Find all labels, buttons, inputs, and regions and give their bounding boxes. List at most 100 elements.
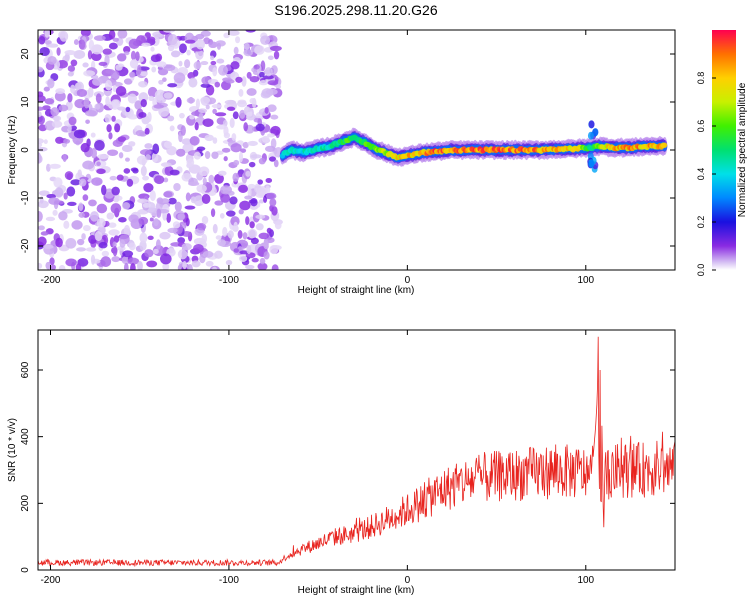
noise-blob	[269, 45, 282, 52]
noise-blob	[258, 80, 269, 86]
noise-blob	[235, 36, 241, 44]
spectrogram-ridge	[279, 120, 668, 173]
colorbar-label: Normalized spectral amplitude	[737, 82, 748, 217]
noise-blob	[166, 213, 172, 224]
noise-blob	[186, 264, 193, 270]
noise-blob	[62, 153, 67, 162]
noise-blob	[233, 248, 239, 253]
noise-blob	[112, 245, 118, 257]
noise-blob	[47, 55, 57, 65]
noise-blob	[174, 201, 182, 212]
noise-blob	[259, 257, 266, 265]
snr-y-tick-label: 0	[20, 567, 31, 573]
noise-blob	[189, 135, 200, 146]
noise-blob	[186, 49, 191, 56]
noise-blob	[264, 106, 269, 114]
noise-blob	[200, 61, 209, 66]
noise-blob	[67, 71, 74, 77]
noise-blob	[181, 243, 192, 251]
noise-blob	[242, 141, 249, 149]
noise-blob	[55, 88, 66, 95]
noise-blob	[123, 224, 131, 236]
noise-blob	[191, 260, 201, 268]
noise-blob	[44, 98, 55, 105]
noise-blob	[222, 119, 228, 127]
noise-blob	[39, 46, 50, 57]
noise-blob	[83, 97, 90, 109]
noise-blob	[82, 62, 89, 68]
noise-blob	[269, 198, 277, 207]
noise-blob	[108, 229, 120, 236]
noise-blob	[68, 116, 77, 126]
noise-blob	[179, 43, 187, 54]
noise-blob	[153, 104, 165, 109]
noise-blob	[269, 204, 274, 212]
noise-blob	[244, 195, 253, 200]
noise-blob	[194, 200, 201, 207]
noise-blob	[219, 213, 225, 219]
noise-blob	[216, 124, 227, 130]
noise-blob	[220, 185, 232, 195]
noise-blob	[167, 227, 178, 234]
noise-blob	[232, 172, 239, 182]
noise-blob	[249, 97, 256, 104]
noise-blob	[123, 262, 129, 270]
noise-blob	[38, 262, 43, 269]
noise-blob	[137, 260, 143, 270]
noise-blob	[179, 112, 185, 119]
noise-blob	[38, 66, 44, 73]
noise-blob	[194, 122, 199, 131]
noise-blob	[141, 42, 151, 47]
noise-blob	[239, 200, 251, 211]
spectrogram-y-label: Frequency (Hz)	[7, 116, 18, 185]
spectrogram-y-tick-label: 0	[20, 147, 31, 153]
noise-blob	[49, 257, 55, 266]
noise-blob	[271, 264, 279, 270]
noise-blob	[169, 169, 180, 176]
noise-blob	[138, 216, 149, 225]
noise-blob	[58, 264, 66, 270]
noise-blob	[38, 152, 42, 164]
noise-blob	[267, 80, 279, 86]
spectrogram-y-tick-label: -20	[20, 238, 31, 253]
spectrogram-y-tick-label: -10	[20, 190, 31, 205]
noise-blob	[89, 211, 99, 222]
noise-blob	[153, 218, 159, 227]
noise-blob	[104, 114, 112, 123]
noise-blob	[118, 152, 124, 159]
noise-blob	[180, 125, 186, 136]
noise-blob	[123, 78, 133, 85]
noise-blob	[238, 184, 249, 193]
noise-blob	[186, 158, 195, 168]
noise-blob	[205, 104, 210, 110]
noise-blob	[218, 170, 227, 176]
noise-blob	[198, 108, 208, 114]
noise-blob	[112, 37, 119, 42]
noise-blob	[107, 149, 119, 156]
noise-blob	[231, 133, 237, 141]
noise-blob	[250, 154, 262, 159]
noise-blob	[90, 132, 96, 138]
noise-blob	[111, 115, 116, 122]
noise-blob	[163, 30, 176, 33]
noise-blob	[255, 223, 264, 231]
noise-blob	[225, 79, 235, 84]
noise-blob	[224, 99, 236, 105]
noise-blob	[63, 220, 70, 229]
noise-blob	[105, 96, 110, 107]
noise-blob	[56, 47, 61, 56]
noise-blob	[123, 51, 130, 56]
snr-y-label: SNR (10 * v/v)	[7, 418, 18, 482]
noise-blob	[204, 150, 211, 159]
noise-blob	[250, 237, 259, 245]
noise-blob	[73, 39, 79, 46]
noise-blob	[254, 45, 265, 55]
noise-blob	[74, 98, 86, 109]
noise-blob	[115, 86, 127, 97]
noise-blob	[117, 53, 127, 62]
noise-blob	[101, 250, 110, 257]
noise-blob	[229, 117, 235, 129]
noise-blob	[45, 216, 56, 222]
noise-blob	[148, 95, 155, 102]
noise-blob	[154, 89, 166, 101]
